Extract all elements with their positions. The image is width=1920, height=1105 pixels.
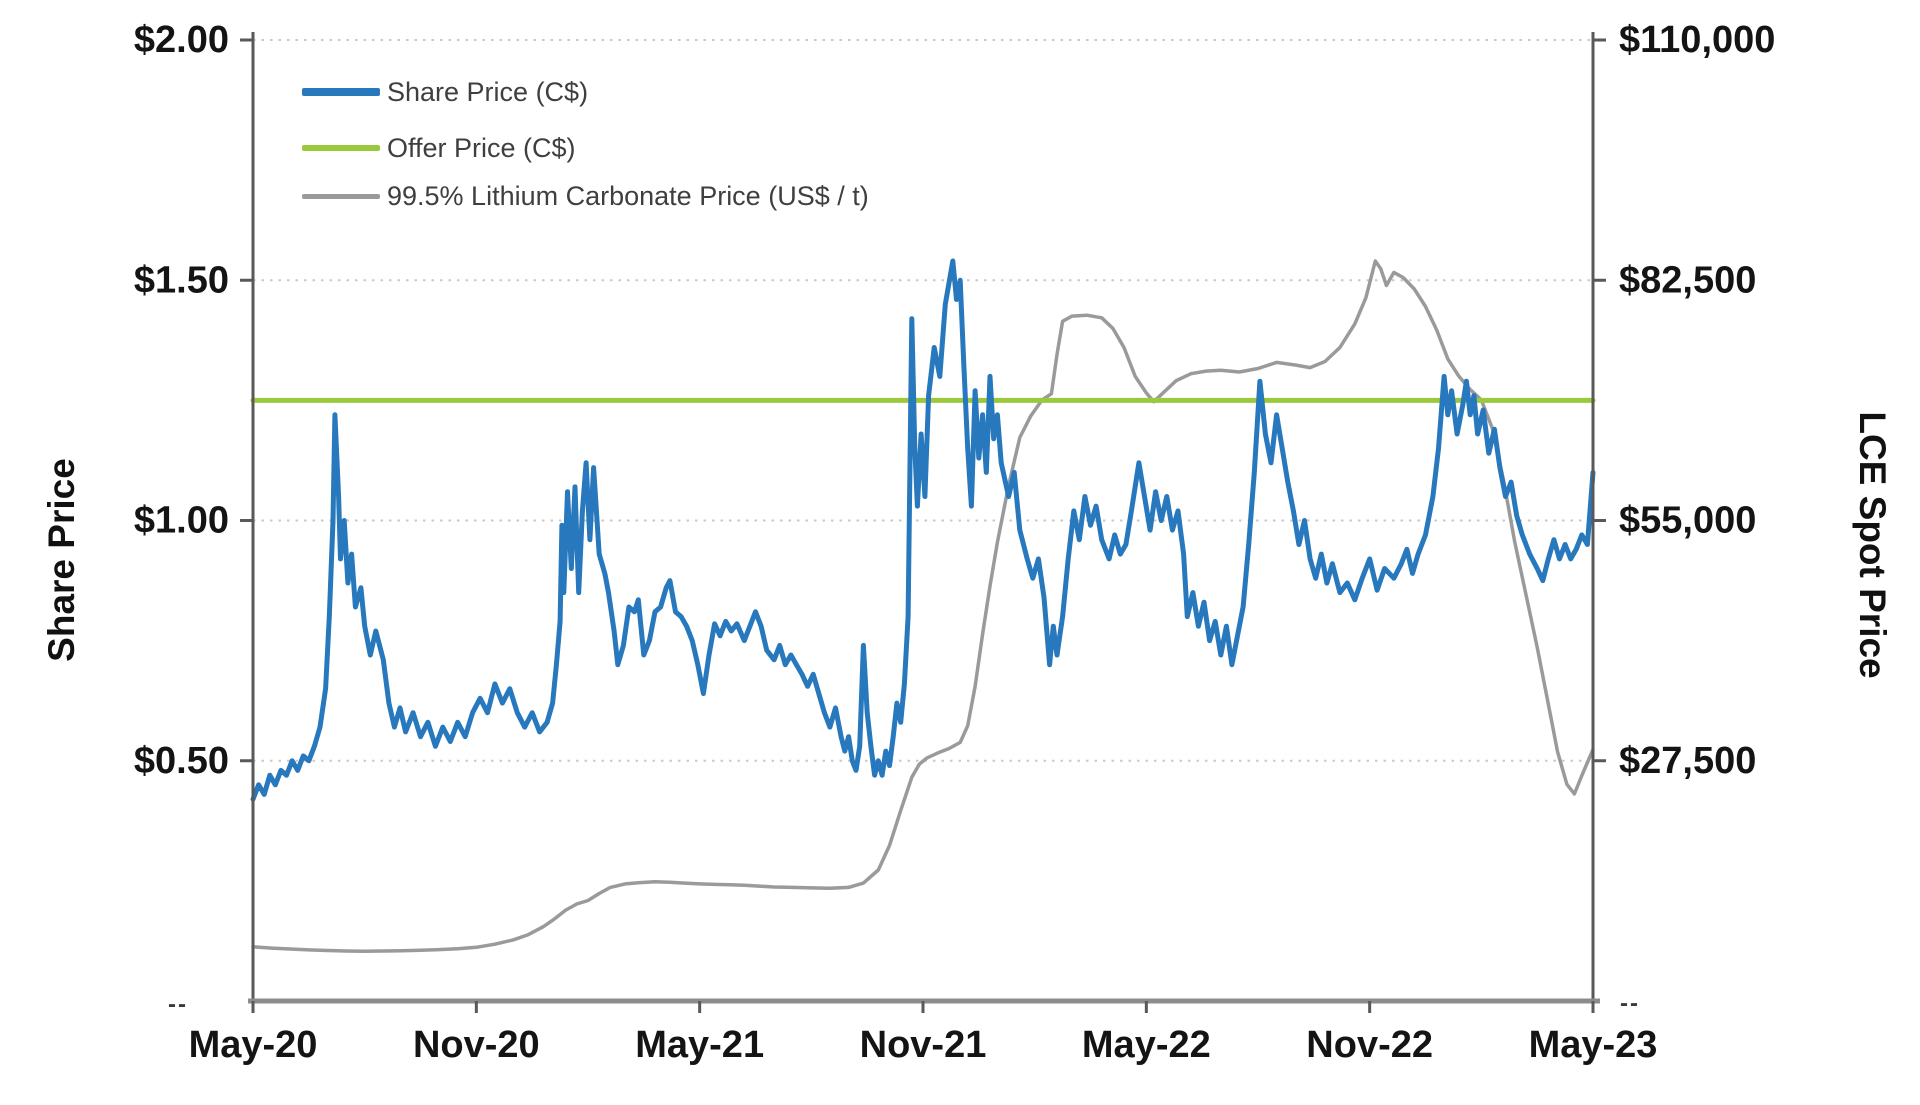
legend-label-offer-price: Offer Price (C$) (387, 132, 576, 163)
share-price-line (250, 258, 1596, 802)
legend-item-lce-price: 99.5% Lithium Carbonate Price (US$ / t) (302, 180, 869, 211)
legend-swatch-offer-price (302, 145, 380, 151)
left-axis-zero-label: -- (168, 991, 188, 1018)
x-tick-label-May-22: May-22 (1082, 1024, 1211, 1066)
right-tick-label-$82,500: $82,500 (1619, 259, 1756, 301)
legend-label-lce-price: 99.5% Lithium Carbonate Price (US$ / t) (387, 180, 869, 211)
right-tick-label-$110,000: $110,000 (1619, 19, 1775, 61)
x-tick-label-Nov-21: Nov-21 (860, 1024, 987, 1066)
legend-label-share-price: Share Price (C$) (387, 76, 589, 107)
right-tick-label-$27,500: $27,500 (1619, 740, 1756, 782)
legend-item-share-price: Share Price (C$) (302, 76, 589, 107)
left-tick-label-$1.50: $1.50 (134, 259, 229, 301)
right-tick-label-$55,000: $55,000 (1619, 500, 1756, 542)
left-tick-label-$1.00: $1.00 (134, 500, 229, 542)
left-tick-label-$2.00: $2.00 (134, 19, 229, 61)
right-axis-zero-label: -- (1620, 990, 1640, 1017)
left-tick-label-$0.50: $0.50 (134, 740, 229, 782)
lce-price-line (251, 259, 1595, 953)
x-tick-label-Nov-20: Nov-20 (413, 1024, 540, 1066)
right-axis-title: LCE Spot Price (1852, 411, 1893, 679)
legend-swatch-share-price (302, 88, 380, 96)
x-tick-label-May-20: May-20 (189, 1024, 318, 1066)
x-tick-label-May-21: May-21 (635, 1024, 764, 1066)
x-tick-label-Nov-22: Nov-22 (1306, 1024, 1433, 1066)
left-axis-title: Share Price (41, 458, 82, 662)
legend-item-offer-price: Offer Price (C$) (302, 132, 576, 163)
x-tick-label-May-23: May-23 (1529, 1024, 1658, 1066)
legend-swatch-lce-price (302, 193, 380, 199)
